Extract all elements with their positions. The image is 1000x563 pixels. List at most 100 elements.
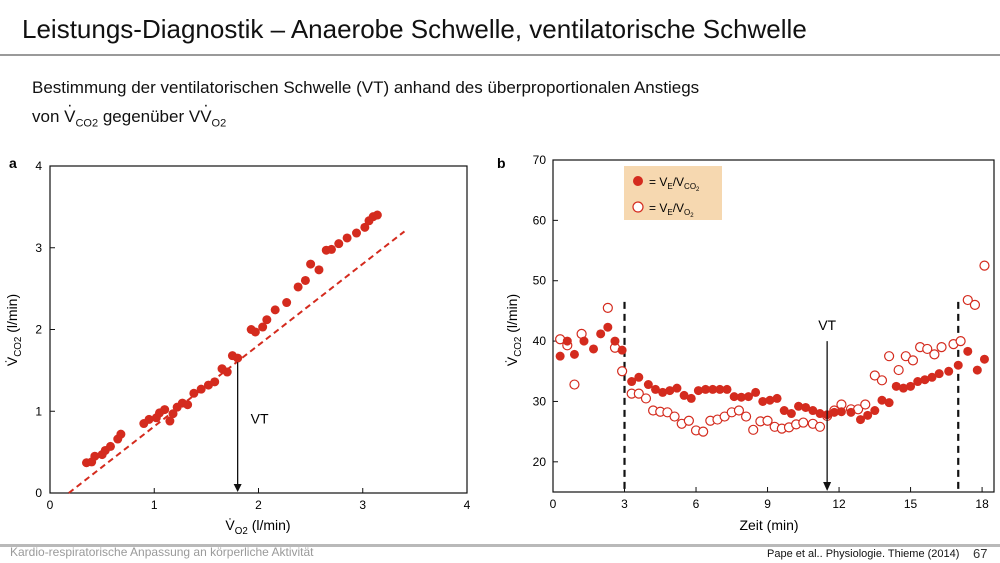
- panel-b-y-tick-label: 60: [533, 213, 547, 227]
- panel-a-vt-arrowhead: [233, 484, 242, 492]
- panel-b-open-point: [740, 411, 752, 422]
- panel-b-filled-point: [934, 369, 944, 379]
- panel-b-filled-point: [953, 360, 963, 370]
- panel-a-data-point: [326, 244, 336, 254]
- panel-a-data-point: [105, 441, 115, 451]
- panel-b-filled-point: [562, 336, 572, 346]
- panel-b-frame: [552, 159, 995, 493]
- panel-b-open-point: [884, 351, 895, 362]
- panel-b-open-point: [907, 355, 919, 366]
- subtitle-line-1: Bestimmung der ventilatorischen Schwelle…: [32, 78, 700, 97]
- panel-b-filled-point: [603, 322, 613, 332]
- panel-a-y-axis-label: V̇CO2 (l/min): [4, 294, 24, 366]
- panel-b-filled-point: [863, 410, 873, 420]
- panel-a-data-point: [334, 239, 344, 249]
- panel-b-filled-point: [779, 406, 789, 416]
- panel-b-open-point: [617, 366, 628, 377]
- panel-b-open-point: [922, 343, 933, 355]
- footer-course-title: Kardio-respiratorische Anpassung an körp…: [10, 545, 314, 559]
- subtitle-v-symbol-1: V: [64, 107, 75, 126]
- panel-b-open-point: [929, 349, 940, 360]
- panel-b-open-point: [762, 415, 773, 426]
- panel-b-filled-point: [736, 392, 746, 402]
- page-number: 67: [973, 546, 988, 561]
- subtitle-part-von: von: [32, 107, 65, 126]
- panel-a-plot: 0 1 2 3 4 0 1 2 3 4 VT V̇O2 (l/min) V̇CO2 (l/min): [4, 159, 471, 537]
- panel-a-y-tick-label: 0: [35, 486, 42, 500]
- panel-b-filled-point: [708, 384, 718, 394]
- panel-b-y-tick-label: 40: [533, 334, 547, 348]
- panel-b-open-point: [936, 342, 947, 353]
- panel-a-data-point: [258, 322, 268, 332]
- title-divider: [0, 54, 1000, 56]
- panel-b-filled-point: [617, 345, 627, 355]
- footer-source: Pape et al.. Physiologie. Thieme (2014): [767, 548, 960, 560]
- panel-b-open-point: [814, 421, 826, 432]
- panel-a-x-tick-label: 2: [255, 498, 262, 512]
- panel-b-filled-point: [856, 415, 866, 425]
- panel-b-filled-point: [836, 407, 846, 417]
- panel-a-data-point: [360, 222, 370, 232]
- panel-b-open-point: [748, 424, 759, 435]
- panel-b-open-point: [633, 388, 644, 399]
- panel-b-filled-point: [701, 384, 711, 394]
- panel-b-filled-point: [944, 366, 954, 376]
- panel-a-vt-label: VT: [251, 411, 269, 427]
- panel-b-open-point: [869, 370, 880, 381]
- panel-b-filled-point: [870, 406, 880, 416]
- panel-b-open-point: [683, 415, 694, 426]
- panel-b-y-tick-label: 20: [533, 455, 547, 469]
- panel-b-open-point: [798, 417, 809, 428]
- panel-a-data-point: [282, 298, 292, 308]
- panel-b-y-tick-label: 70: [533, 153, 547, 167]
- panel-b-filled-point: [786, 409, 796, 419]
- panel-b-filled-point: [972, 365, 982, 375]
- panel-a-y-tick-label: 2: [35, 323, 42, 337]
- panel-b-filled-point: [765, 395, 775, 405]
- footer-divider: [0, 544, 1000, 547]
- panel-a-data-point: [116, 429, 126, 439]
- panel-a-data-point: [293, 282, 303, 292]
- panel-b-y-tick-label: 50: [533, 274, 547, 288]
- panel-a-data-point: [351, 228, 361, 238]
- panel-b-filled-point: [569, 349, 579, 359]
- panel-a-x-tick-label: 3: [359, 498, 366, 512]
- panel-a-x-tick-label: 0: [47, 498, 54, 512]
- panel-b-x-tick-label: 9: [764, 497, 771, 511]
- panel-b-filled-point: [920, 375, 930, 385]
- subtitle-line-2: von VCO2 gegenüber VVO2: [32, 107, 226, 129]
- legend-open-label: = VE/VO2: [649, 201, 694, 219]
- panel-b-x-tick-label: 3: [621, 497, 628, 511]
- panel-b-filled-point: [815, 409, 825, 419]
- panel-a-data-point: [262, 315, 272, 325]
- panel-a-y-tick-label: 4: [35, 159, 42, 173]
- panel-b-vt-arrowhead: [823, 482, 832, 491]
- panel-b-plot: 0 3 6 9 12 15 18 20 30 40 50 60 70 VT Zeit (min) V̇CO2 …: [504, 153, 990, 533]
- panel-a-data-point: [342, 233, 352, 243]
- panel-b-x-tick-label: 18: [975, 497, 989, 511]
- panel-a-data-point: [90, 451, 100, 461]
- panel-b-filled-point: [589, 344, 599, 354]
- panel-b-filled-point: [643, 380, 653, 390]
- panel-b-filled-point: [686, 393, 696, 403]
- legend-filled-marker: [633, 176, 643, 186]
- panel-a-data-point: [168, 409, 178, 419]
- panel-a-data-point: [165, 416, 175, 426]
- panel-a-data-point: [233, 353, 243, 363]
- subtitle-sub-co2: CO2: [75, 117, 99, 130]
- subtitle-v-symbol-2: V: [200, 107, 211, 126]
- panel-b-filled-point: [579, 336, 589, 346]
- panel-b-filled-point: [772, 393, 782, 403]
- panel-b-open-point: [733, 405, 745, 416]
- panel-b-open-point: [962, 294, 973, 306]
- panel-a-data-point: [183, 400, 193, 410]
- panel-a-data-point: [144, 414, 154, 424]
- panel-b-open-point: [569, 379, 580, 390]
- panel-b-open-point: [602, 302, 613, 313]
- panel-b-filled-point: [751, 387, 761, 397]
- panel-a-x-tick-label: 4: [464, 498, 471, 512]
- panel-a-data-point: [306, 259, 316, 269]
- panel-b-y-axis-label: V̇CO2 (l/min): [504, 294, 524, 366]
- panel-a-data-point: [189, 388, 199, 398]
